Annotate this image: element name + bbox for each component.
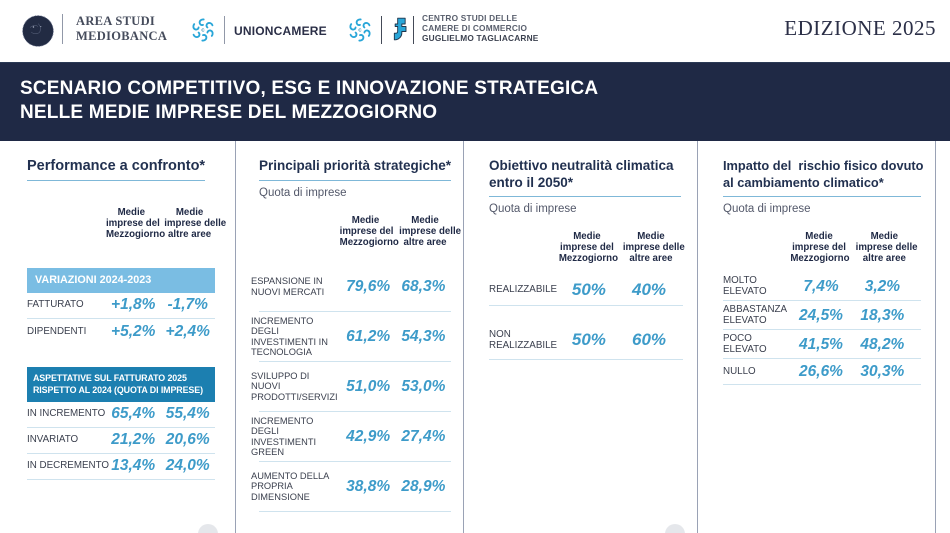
- svg-text:C: C: [358, 28, 362, 33]
- svg-text:C: C: [201, 28, 205, 33]
